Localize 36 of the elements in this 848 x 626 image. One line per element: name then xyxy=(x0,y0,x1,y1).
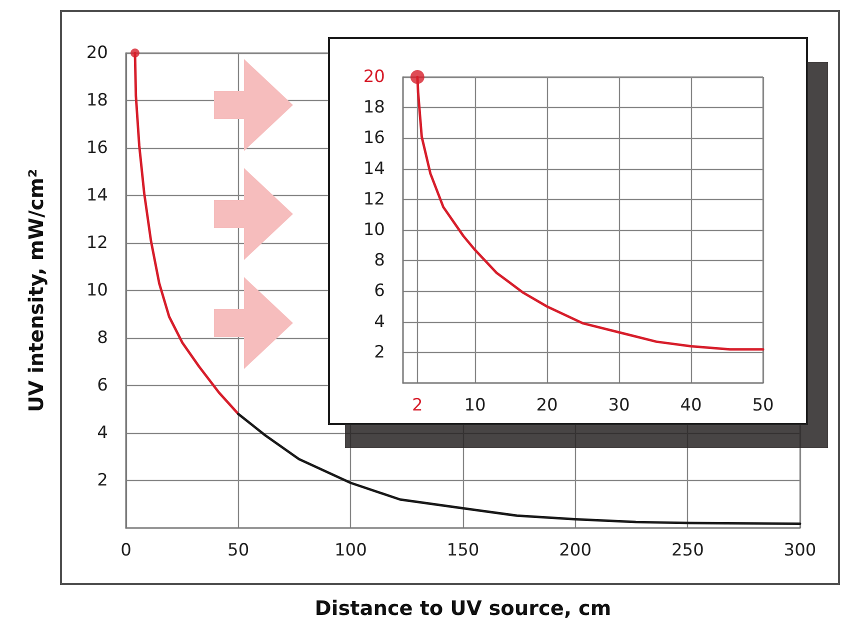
x-tick-label: 40 xyxy=(680,396,702,416)
y-tick-label: 16 xyxy=(86,138,108,158)
y-tick-label: 16 xyxy=(363,128,385,148)
y-tick-label: 12 xyxy=(363,189,385,210)
y-tick-label: 14 xyxy=(363,158,385,179)
x-tick-label: 100 xyxy=(334,540,367,560)
x-tick-label: 10 xyxy=(464,396,486,416)
y-tick-label: 2 xyxy=(97,470,108,490)
y-tick-label: 4 xyxy=(374,312,385,332)
y-tick-label: 14 xyxy=(86,186,108,206)
x-tick-label: 50 xyxy=(752,396,774,416)
x-tick-label: 2 xyxy=(412,396,423,416)
y-tick-label: 12 xyxy=(86,233,108,253)
x-tick-label: 50 xyxy=(228,540,250,560)
y-tick-label: 10 xyxy=(363,220,385,240)
line-series xyxy=(237,412,802,525)
y-axis-title: UV intensity, mW/cm² xyxy=(24,168,48,412)
x-tick-label: 30 xyxy=(608,396,630,416)
x-tick-label: 0 xyxy=(120,540,132,560)
x-tick-label: 20 xyxy=(536,396,558,416)
y-tick-label: 4 xyxy=(97,423,108,443)
x-axis-title: Distance to UV source, cm xyxy=(314,596,612,620)
y-tick-label: 8 xyxy=(97,328,108,348)
x-tick-label: 250 xyxy=(671,540,704,560)
y-tick-label: 6 xyxy=(374,281,385,302)
y-tick-label: 8 xyxy=(374,250,385,271)
y-tick-label: 6 xyxy=(97,376,108,396)
y-tick-label: 20 xyxy=(86,43,108,63)
y-tick-label: 18 xyxy=(363,98,385,118)
y-tick-label: 2 xyxy=(374,342,385,362)
x-tick-label: 200 xyxy=(559,540,592,560)
y-tick-label: 18 xyxy=(86,90,108,110)
x-tick-label: 150 xyxy=(446,540,480,560)
y-tick-label: 20 xyxy=(363,67,385,87)
y-tick-label: 10 xyxy=(86,280,108,300)
x-tick-label: 300 xyxy=(784,540,816,560)
